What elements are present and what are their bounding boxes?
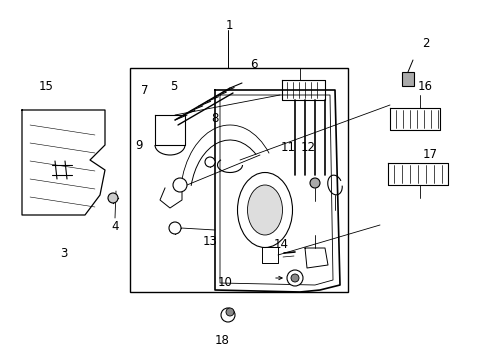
Text: 5: 5 bbox=[169, 80, 177, 93]
Circle shape bbox=[286, 270, 303, 286]
Text: 7: 7 bbox=[140, 84, 148, 96]
Text: 17: 17 bbox=[422, 148, 437, 161]
Circle shape bbox=[309, 178, 319, 188]
Text: 2: 2 bbox=[421, 37, 428, 50]
Text: 11: 11 bbox=[281, 141, 295, 154]
Circle shape bbox=[204, 157, 215, 167]
FancyBboxPatch shape bbox=[401, 72, 413, 86]
Text: 8: 8 bbox=[211, 112, 219, 125]
Text: 4: 4 bbox=[111, 220, 119, 233]
Text: 9: 9 bbox=[135, 139, 143, 152]
Circle shape bbox=[169, 222, 181, 234]
Ellipse shape bbox=[237, 172, 292, 248]
Text: 18: 18 bbox=[215, 334, 229, 347]
Text: 14: 14 bbox=[273, 238, 288, 251]
Circle shape bbox=[290, 274, 298, 282]
Circle shape bbox=[173, 178, 186, 192]
Text: 12: 12 bbox=[300, 141, 315, 154]
Ellipse shape bbox=[247, 185, 282, 235]
Text: 13: 13 bbox=[203, 235, 217, 248]
Circle shape bbox=[108, 193, 118, 203]
Text: 1: 1 bbox=[225, 19, 233, 32]
Text: 10: 10 bbox=[217, 276, 232, 289]
Bar bbox=[130, 68, 347, 292]
Text: 16: 16 bbox=[417, 80, 432, 93]
Circle shape bbox=[221, 308, 235, 322]
Text: 6: 6 bbox=[250, 58, 258, 71]
Circle shape bbox=[225, 308, 234, 316]
Text: 15: 15 bbox=[39, 80, 54, 93]
Text: 3: 3 bbox=[60, 247, 67, 260]
